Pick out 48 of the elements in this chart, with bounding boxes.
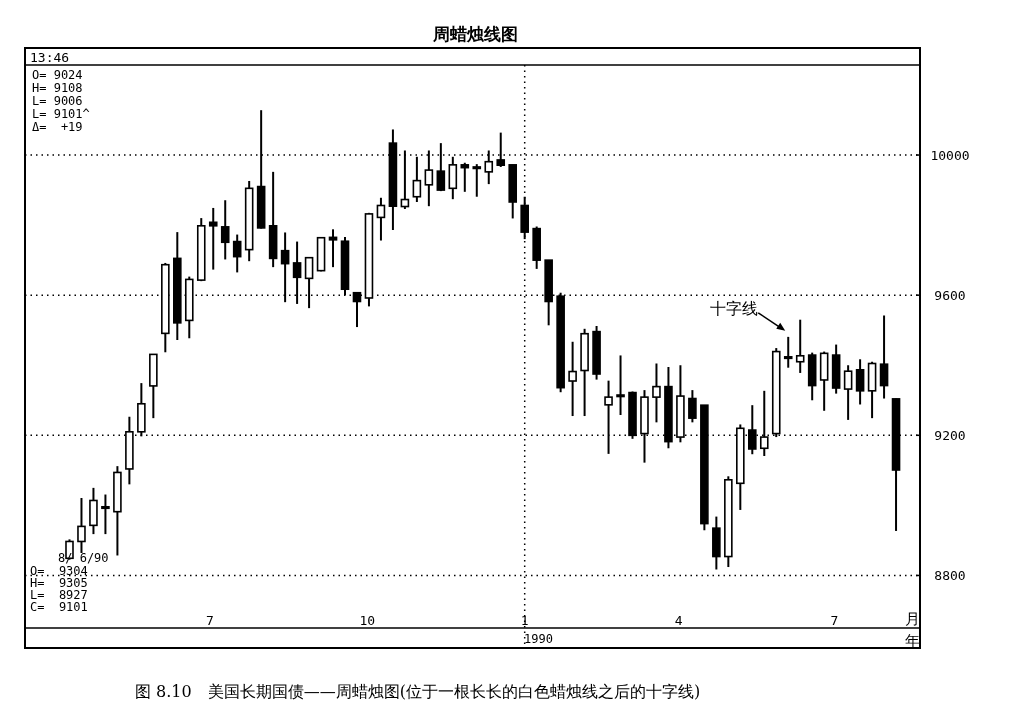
annotation: H= 9108 [32, 81, 83, 95]
annotation: H= 9305 [30, 576, 88, 590]
candlestick [688, 389, 697, 424]
candlestick [783, 335, 793, 369]
x-tick-label: 10 [359, 613, 376, 628]
candlestick [460, 161, 470, 193]
candlestick [855, 358, 865, 406]
x-tick-label: 7 [830, 613, 839, 628]
annotation: 8/ 6/90 [58, 551, 109, 565]
candlestick [101, 493, 110, 536]
annotation: 13:46 [30, 50, 70, 65]
candlestick [376, 196, 386, 242]
chart-title: 周蜡烛线图 [431, 24, 518, 44]
candlestick [448, 155, 458, 201]
candlestick [652, 362, 661, 424]
y-tick-label: 10000 [930, 148, 970, 164]
y-tick-label: 9200 [934, 428, 966, 444]
x-tick-label: 4 [674, 613, 683, 628]
text: 年 [904, 632, 920, 650]
text: 1990 [524, 632, 553, 646]
annotation: L= 8927 [30, 588, 88, 602]
y-tick-label: 8800 [934, 568, 966, 584]
x-tick-label: 1 [520, 613, 529, 628]
candlestick [616, 354, 625, 416]
annotation: L= 9101^ [32, 107, 90, 121]
candlestick [604, 379, 613, 455]
candlestick [232, 233, 242, 274]
candlestick [400, 149, 410, 210]
y-tick-label: 9600 [934, 288, 966, 304]
candlestick [568, 340, 577, 418]
annotation: O= 9024 [32, 68, 83, 82]
candlestick [280, 231, 290, 304]
candlestick [843, 364, 853, 421]
annotation: 月 [904, 610, 920, 628]
candlestick [77, 497, 86, 555]
annotation: 十字线 [710, 298, 759, 318]
x-tick-label: 7 [205, 613, 214, 628]
candlestick [879, 314, 889, 400]
candlestick [208, 206, 218, 271]
annotation: Δ= +19 [32, 120, 83, 134]
candlestick [472, 163, 482, 198]
annotation: C= 9101 [30, 600, 88, 614]
caption: 图 8.10 美国长期国债——周蜡烛图(位于一根长长的白色蜡烛线之后的十字线) [135, 682, 701, 701]
candlestick [795, 318, 805, 374]
candlestick [328, 228, 338, 269]
annotation: O= 9304 [30, 564, 88, 578]
candlestick [220, 199, 230, 261]
annotation: L= 9006 [32, 94, 83, 108]
